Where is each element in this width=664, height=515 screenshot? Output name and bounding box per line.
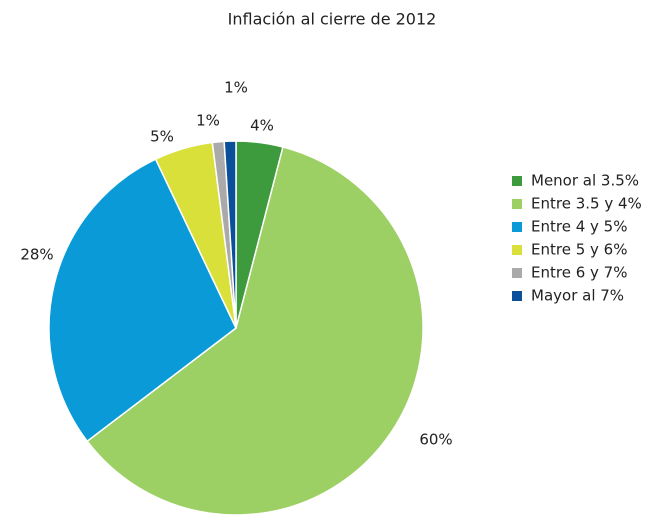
data-label: 1% xyxy=(196,112,220,130)
legend-swatch xyxy=(512,176,522,186)
pie-slice xyxy=(48,158,237,443)
chart-title: Inflación al cierre de 2012 xyxy=(228,10,437,29)
data-label: 4% xyxy=(250,117,274,135)
data-label: 1% xyxy=(224,79,248,97)
legend-swatch xyxy=(512,268,522,278)
legend-label: Entre 3.5 y 4% xyxy=(531,195,642,213)
legend-swatch xyxy=(512,222,522,232)
legend-label: Menor al 3.5% xyxy=(531,172,639,190)
legend-swatch xyxy=(512,245,522,255)
legend-label: Mayor al 7% xyxy=(531,287,624,305)
legend-swatch xyxy=(512,291,522,301)
legend-label: Entre 6 y 7% xyxy=(531,264,627,282)
pie-slice xyxy=(223,140,237,329)
legend-label: Entre 4 y 5% xyxy=(531,218,627,236)
data-label: 5% xyxy=(150,128,174,146)
pie-slice xyxy=(86,146,424,515)
legend-swatch xyxy=(512,199,522,209)
legend-label: Entre 5 y 6% xyxy=(531,241,627,259)
data-label: 60% xyxy=(419,431,452,449)
data-label: 28% xyxy=(20,246,53,264)
